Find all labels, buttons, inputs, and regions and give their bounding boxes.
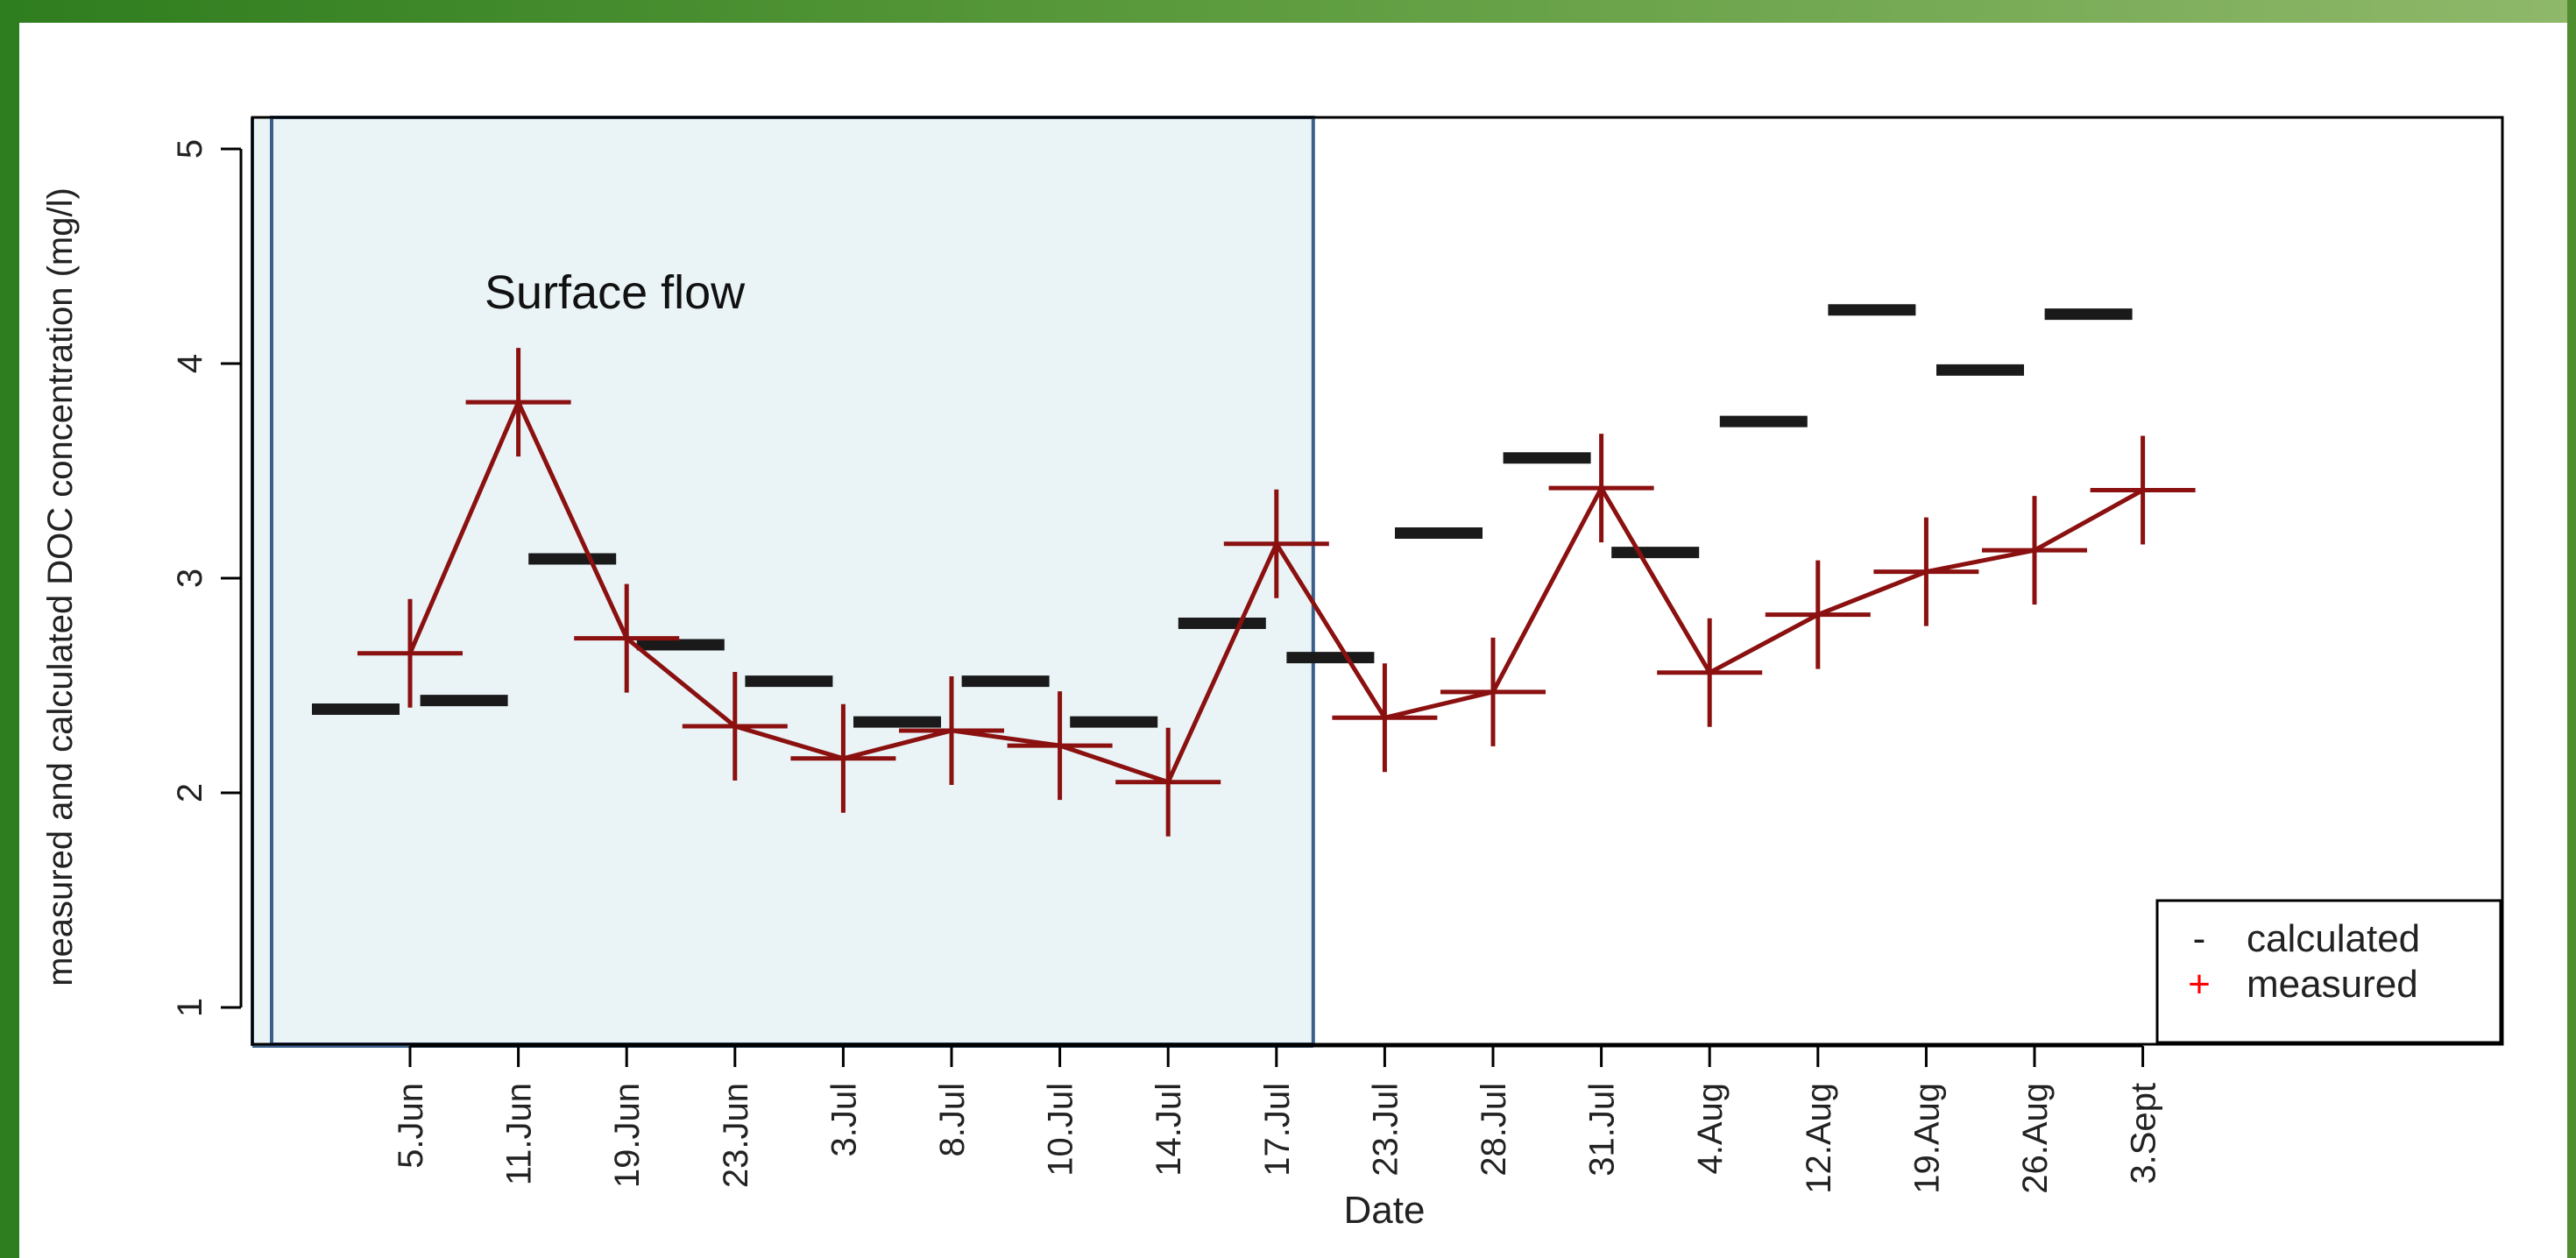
measured-point <box>1873 517 1979 626</box>
y-tick-label: 3 <box>171 569 209 588</box>
y-tick-label: 2 <box>171 783 209 802</box>
x-tick-label: 28.Jul <box>1475 1083 1513 1177</box>
measured-point <box>1657 618 1763 727</box>
y-tick-label: 4 <box>171 354 209 373</box>
legend-box <box>2155 899 2502 1044</box>
measured-point <box>1440 637 1546 746</box>
x-tick-label: 3.Sept <box>2125 1083 2163 1184</box>
measured-point <box>2090 435 2196 545</box>
x-tick-label: 14.Jul <box>1150 1083 1188 1177</box>
right-accent-bar <box>2567 0 2576 1258</box>
y-axis-label: measured and calculated DOC concentratio… <box>41 187 80 986</box>
x-tick-label: 3.Jul <box>824 1083 863 1157</box>
measured-point <box>357 598 463 708</box>
calculated-legend-symbol: - <box>2193 917 2206 960</box>
x-tick-label: 12.Aug <box>1800 1083 1838 1194</box>
measured-point <box>790 703 896 813</box>
measured-point <box>465 348 571 457</box>
x-tick-label: 26.Aug <box>2016 1083 2055 1194</box>
surface-flow-label: Surface flow <box>485 266 746 319</box>
measured-point <box>574 583 680 693</box>
measured-point <box>682 672 788 781</box>
plot-frame <box>251 116 2504 1046</box>
measured-point <box>1765 560 1871 669</box>
top-accent-bar <box>0 0 2576 23</box>
left-accent-bar <box>0 0 19 1258</box>
x-tick-label: 23.Jun <box>717 1083 755 1188</box>
calculated-legend-label: calculated <box>2247 917 2420 960</box>
measured-point <box>1007 691 1113 801</box>
x-axis-label: Date <box>1344 1189 1426 1232</box>
measured-point <box>1982 496 2087 605</box>
y-tick-label: 5 <box>171 139 209 159</box>
x-tick-label: 11.Jun <box>500 1083 539 1185</box>
measured-point <box>1332 663 1438 773</box>
y-tick-label: 1 <box>171 998 209 1017</box>
x-tick-label: 10.Jul <box>1042 1083 1080 1177</box>
x-tick-label: 23.Jul <box>1366 1083 1405 1177</box>
x-tick-label: 31.Jul <box>1583 1083 1622 1177</box>
measured-point <box>1548 434 1654 543</box>
x-tick-label: 17.Jul <box>1258 1083 1297 1177</box>
measured-legend-label: measured <box>2247 963 2418 1006</box>
x-tick-label: 5.Jun <box>392 1083 430 1169</box>
measured-point <box>1115 727 1221 837</box>
x-tick-label: 19.Aug <box>1907 1083 1946 1194</box>
measured-point <box>1223 489 1329 598</box>
x-tick-label: 8.Jul <box>933 1083 972 1157</box>
measured-legend-symbol: + <box>2188 963 2211 1006</box>
measured-point <box>899 675 1004 785</box>
x-tick-label: 19.Jun <box>608 1083 647 1188</box>
surface-flow-region <box>252 117 1313 1046</box>
x-tick-label: 4.Aug <box>1691 1083 1730 1175</box>
